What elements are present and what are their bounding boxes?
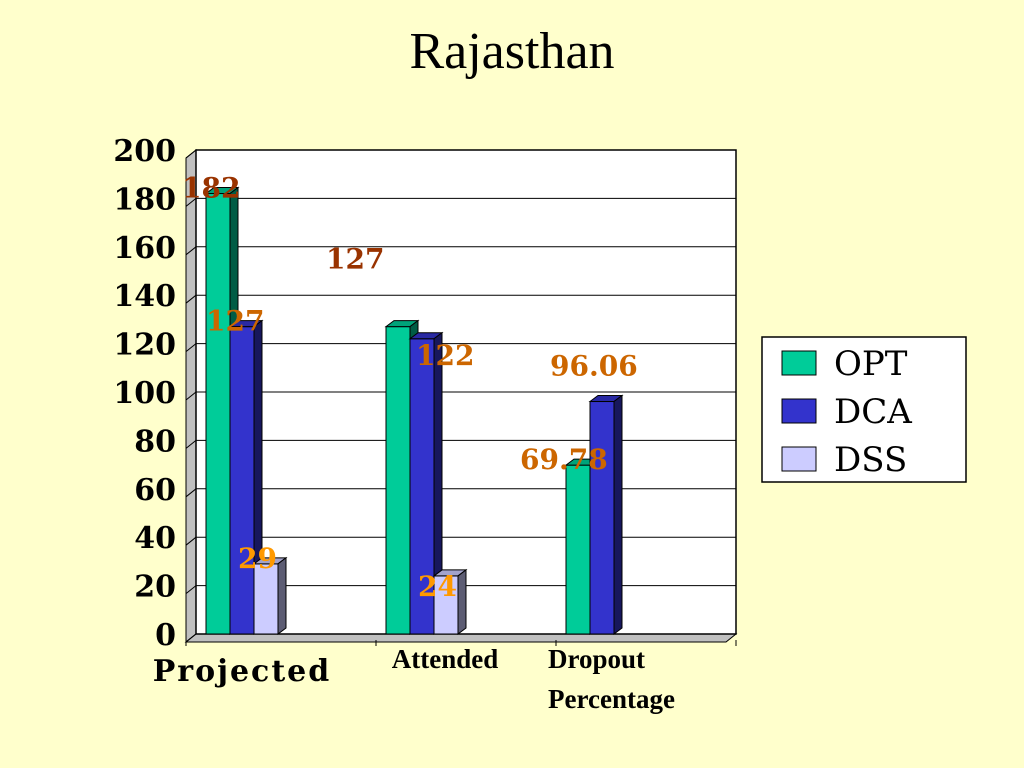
legend-label: OPT <box>834 344 908 384</box>
bar <box>589 401 615 635</box>
legend-swatch <box>781 350 817 376</box>
gridline-diagonal <box>185 198 197 207</box>
x-category-label: Projected <box>153 654 332 689</box>
data-label: 127 <box>326 243 384 276</box>
bar-side <box>277 556 287 635</box>
gridline-diagonal <box>185 488 197 498</box>
legend-label: DSS <box>834 440 907 480</box>
legend-swatch <box>781 446 817 472</box>
x-category-label: Attended <box>392 644 499 674</box>
x-category-label: Percentage <box>548 684 675 714</box>
data-label: 127 <box>206 305 264 338</box>
y-tick-label: 40 <box>134 521 176 556</box>
gridline-diagonal <box>185 633 197 643</box>
data-label: 29 <box>238 542 277 575</box>
gridline-diagonal <box>185 294 197 304</box>
y-tick-label: 80 <box>134 424 176 459</box>
chart-title: Rajasthan <box>409 23 615 80</box>
bar <box>433 575 459 635</box>
gridline-diagonal <box>185 536 197 546</box>
plot-border <box>195 149 737 635</box>
bar-side <box>457 568 467 635</box>
bar <box>229 326 255 635</box>
y-tick-label: 0 <box>155 618 176 653</box>
gridline-diagonal <box>185 440 197 449</box>
bar <box>253 563 279 635</box>
data-label: 69.78 <box>520 443 608 476</box>
gridline-diagonal <box>185 585 197 594</box>
gridline-diagonal <box>185 246 197 256</box>
bar <box>409 338 435 635</box>
y-tick-label: 200 <box>113 134 176 169</box>
y-tick-label: 60 <box>134 473 176 508</box>
bar <box>385 326 411 635</box>
y-tick-label: 100 <box>113 376 176 411</box>
y-tick-label: 160 <box>113 231 176 266</box>
y-tick-label: 140 <box>113 279 176 314</box>
legend-swatch <box>781 398 817 424</box>
bar <box>565 464 591 635</box>
data-label: 96.06 <box>550 350 638 383</box>
data-label: 24 <box>418 570 457 603</box>
gridline-diagonal <box>185 343 197 352</box>
bar-side <box>613 394 623 635</box>
x-category-label: Dropout <box>548 644 645 674</box>
data-label: 182 <box>182 172 240 205</box>
y-tick-label: 120 <box>113 328 176 363</box>
data-label: 122 <box>416 339 474 372</box>
y-tick-label: 180 <box>113 182 176 217</box>
bar <box>205 193 231 635</box>
floor <box>184 633 738 643</box>
y-tick-label: 20 <box>134 570 176 605</box>
gridline-diagonal <box>185 391 197 401</box>
legend-label: DCA <box>834 392 912 432</box>
gridline-diagonal <box>185 149 197 159</box>
